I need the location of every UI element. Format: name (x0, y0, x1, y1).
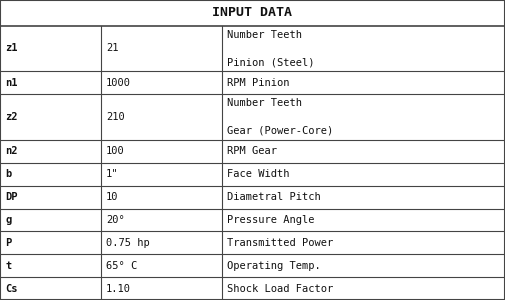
Text: n2: n2 (5, 146, 18, 156)
Text: Operating Temp.: Operating Temp. (227, 261, 321, 271)
Text: P: P (5, 238, 11, 248)
Text: n1: n1 (5, 78, 18, 88)
Bar (0, 0, 505, 26)
Text: z2: z2 (5, 112, 18, 122)
Text: RPM Pinion: RPM Pinion (227, 78, 290, 88)
Text: Diametral Pitch: Diametral Pitch (227, 192, 321, 202)
Text: b: b (5, 169, 11, 179)
Text: INPUT DATA: INPUT DATA (213, 6, 292, 19)
Text: Number Teeth: Number Teeth (227, 30, 302, 40)
Text: Face Width: Face Width (227, 169, 290, 179)
Text: Transmitted Power: Transmitted Power (227, 238, 333, 248)
Text: Pinion (Steel): Pinion (Steel) (227, 57, 315, 67)
Text: 210: 210 (106, 112, 125, 122)
Text: 1000: 1000 (106, 78, 131, 88)
Text: 1.10: 1.10 (106, 284, 131, 294)
Text: Cs: Cs (5, 284, 18, 294)
Text: 100: 100 (106, 146, 125, 156)
Text: t: t (5, 261, 11, 271)
Text: Number Teeth: Number Teeth (227, 98, 302, 108)
Text: DP: DP (5, 192, 18, 202)
Text: Gear (Power-Core): Gear (Power-Core) (227, 126, 333, 136)
Text: 21: 21 (106, 44, 119, 53)
Text: z1: z1 (5, 44, 18, 53)
Text: Shock Load Factor: Shock Load Factor (227, 284, 333, 294)
Text: g: g (5, 215, 11, 225)
Text: 20°: 20° (106, 215, 125, 225)
Text: 65° C: 65° C (106, 261, 137, 271)
Text: Pressure Angle: Pressure Angle (227, 215, 315, 225)
Text: 10: 10 (106, 192, 119, 202)
Text: RPM Gear: RPM Gear (227, 146, 277, 156)
Text: 0.75 hp: 0.75 hp (106, 238, 150, 248)
Text: 1": 1" (106, 169, 119, 179)
